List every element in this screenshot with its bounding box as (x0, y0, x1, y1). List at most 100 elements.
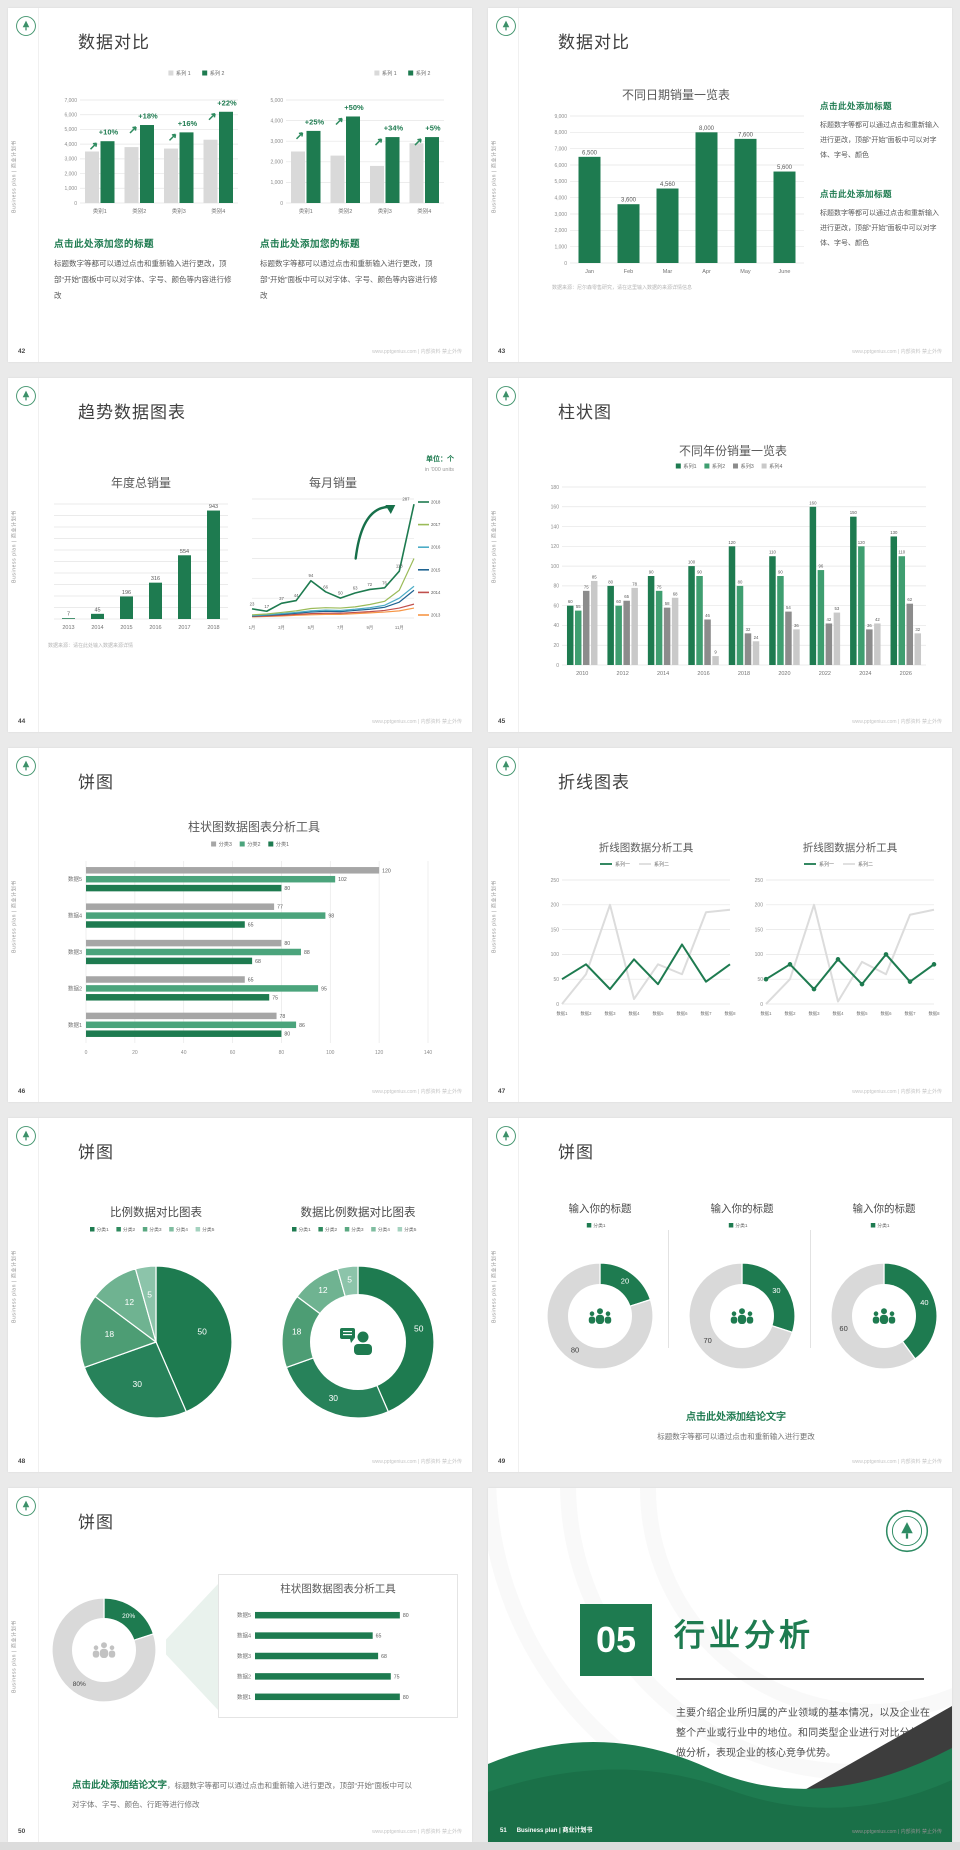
svg-text:100: 100 (551, 952, 560, 958)
chapter-number: 05 (580, 1604, 652, 1676)
svg-text:数据4: 数据4 (629, 1010, 641, 1017)
svg-text:输入你的标题: 输入你的标题 (569, 1202, 632, 1215)
text-block: 点击此处添加标题 标题数字等都可以通过点击和重新输入进行更改，顶部“开始”面板中… (820, 100, 944, 163)
block-heading: 点击此处添加您的标题 (260, 239, 361, 250)
svg-text:数据2: 数据2 (581, 1010, 593, 1017)
svg-text:46: 46 (705, 613, 710, 618)
page-title: 饼图 (78, 773, 114, 792)
svg-text:80: 80 (553, 584, 559, 590)
svg-text:+50%: +50% (344, 103, 364, 112)
svg-text:1,000: 1,000 (270, 180, 283, 186)
svg-text:2018: 2018 (431, 500, 441, 505)
svg-text:数据6: 数据6 (677, 1010, 689, 1017)
divider (676, 1678, 924, 1680)
svg-text:1,000: 1,000 (554, 244, 567, 250)
svg-text:62: 62 (907, 597, 912, 602)
svg-text:0: 0 (760, 1002, 763, 1008)
sidebar-vertical-text: Business plan | 商业计划书 (11, 140, 18, 213)
text-block: 点击此处添加您的标题 标题数字等都可以通过点击和重新输入进行更改，顶部“开始”面… (54, 236, 236, 303)
svg-text:7,000: 7,000 (64, 98, 77, 104)
svg-text:32: 32 (915, 627, 920, 632)
svg-text:36: 36 (794, 623, 799, 628)
svg-text:2,000: 2,000 (270, 160, 283, 166)
slide-43[interactable]: Business plan | 商业计划书 数据对比 不同日期销量一览表 0 1,0… (488, 8, 952, 362)
svg-text:3,000: 3,000 (554, 212, 567, 218)
svg-text:5: 5 (147, 1289, 152, 1299)
chapter-body: 主要介绍企业所归属的产业领域的基本情况，以及企业在整个产业或行业中的地位。和同类… (676, 1708, 930, 1759)
svg-text:2016: 2016 (697, 671, 709, 677)
slide-48[interactable]: Business plan | 商业计划书 饼图 比例数据对比图表 分类1 分类2 分… (8, 1118, 472, 1472)
svg-text:120: 120 (728, 540, 736, 545)
svg-text:120: 120 (382, 868, 391, 874)
svg-text:68: 68 (381, 1654, 387, 1660)
slide-42[interactable]: Business plan | 商业计划书 数据对比 系列 1 系列 2 0 1,00… (8, 8, 472, 362)
svg-text:42: 42 (826, 617, 831, 622)
divider (810, 1230, 811, 1348)
svg-text:2012: 2012 (617, 671, 629, 677)
svg-text:+18%: +18% (138, 112, 158, 121)
svg-text:2017: 2017 (431, 522, 441, 527)
conclusion-heading: 点击此处添加结论文字 (72, 1780, 168, 1791)
svg-text:80: 80 (608, 579, 613, 584)
svg-text:系列 2: 系列 2 (210, 69, 225, 77)
svg-text:42: 42 (875, 617, 880, 622)
svg-text:2015: 2015 (120, 625, 132, 631)
svg-text:每月销量: 每月销量 (309, 475, 357, 490)
page-number: 45 (498, 718, 506, 725)
svg-text:类别1: 类别1 (299, 207, 313, 215)
svg-text:100: 100 (326, 1050, 335, 1056)
svg-text:120: 120 (375, 1050, 384, 1056)
page-title: 饼图 (78, 1143, 114, 1162)
slide-50[interactable]: Business plan | 商业计划书 饼图 20% 80% 柱状图数据图表分… (8, 1488, 472, 1842)
slide-49[interactable]: Business plan | 商业计划书 饼图 输入你的标题 分类1 20 80 输… (488, 1118, 952, 1472)
svg-text:80%: 80% (73, 1681, 86, 1688)
svg-text:6,000: 6,000 (554, 163, 567, 169)
svg-text:2,000: 2,000 (554, 228, 567, 234)
svg-text:4,560: 4,560 (660, 182, 676, 188)
divider (38, 8, 39, 362)
block-heading: 点击此处添加标题 (820, 101, 893, 111)
svg-text:数据1: 数据1 (761, 1010, 773, 1017)
svg-text:数据4: 数据4 (833, 1010, 845, 1017)
svg-text:数据3: 数据3 (68, 948, 82, 956)
svg-text:80: 80 (571, 1345, 579, 1354)
page-title: 饼图 (558, 1143, 594, 1162)
svg-text:20%: 20% (122, 1613, 135, 1620)
svg-text:60: 60 (568, 599, 573, 604)
svg-text:数据4: 数据4 (237, 1632, 251, 1640)
svg-text:75: 75 (657, 584, 662, 589)
svg-text:分类1: 分类1 (299, 1226, 312, 1233)
text-block: 点击此处添加您的标题 标题数字等都可以通过点击和重新输入进行更改，顶部“开始”面… (260, 236, 442, 303)
data-source-note: 数据来源：请在此处输入数据来源详情 (48, 643, 134, 649)
svg-text:9,000: 9,000 (554, 114, 567, 120)
footer-site: www.pptgenius.com | 内部资料 禁止外传 (372, 1459, 462, 1465)
bar-chart-compare-right: 系列 1 系列 2 0 1,000 2,000 3,000 4,000 5,000 +25% 类别… (258, 66, 450, 218)
svg-text:110: 110 (898, 550, 905, 555)
page-number: 46 (18, 1088, 26, 1095)
svg-text:63: 63 (353, 586, 358, 591)
svg-text:60: 60 (230, 1050, 236, 1056)
slide-44[interactable]: Business plan | 商业计划书 趋势数据图表 单位：个 in '00… (8, 378, 472, 732)
svg-text:9月: 9月 (366, 625, 373, 631)
slide-47[interactable]: Business plan | 商业计划书 折线图表 折线图数据分析工具 系列一 系… (488, 748, 952, 1102)
svg-text:输入你的标题: 输入你的标题 (853, 1202, 916, 1215)
bar-chart-compare-left: 系列 1 系列 2 0 1,000 2,000 3,000 4,000 5,000 6,000 7… (52, 66, 244, 218)
bottom-strip (0, 1842, 960, 1850)
slide-45[interactable]: Business plan | 商业计划书 柱状图 不同年份销量一览表 系列1 系列… (488, 378, 952, 732)
svg-text:数据比例数据对比图表: 数据比例数据对比图表 (301, 1205, 416, 1219)
page-title: 数据对比 (78, 33, 150, 52)
brand-logo-icon (15, 15, 37, 37)
svg-text:50: 50 (414, 1323, 424, 1333)
svg-text:100: 100 (551, 564, 560, 570)
svg-text:系列一: 系列一 (615, 861, 630, 868)
slide-51[interactable]: 05 行业分析 主要介绍企业所归属的产业领域的基本情况，以及企业在整个产业或行业… (488, 1488, 952, 1842)
svg-text:180: 180 (551, 485, 560, 491)
svg-text:12: 12 (125, 1297, 135, 1307)
divider (518, 378, 519, 732)
svg-text:分类1: 分类1 (276, 840, 289, 848)
svg-text:7月: 7月 (337, 625, 344, 631)
svg-text:68: 68 (673, 591, 678, 596)
slide-46[interactable]: Business plan | 商业计划书 饼图 柱状图数据图表分析工具 分类3 分… (8, 748, 472, 1102)
svg-text:44: 44 (294, 593, 299, 598)
svg-text:37: 37 (279, 596, 284, 601)
